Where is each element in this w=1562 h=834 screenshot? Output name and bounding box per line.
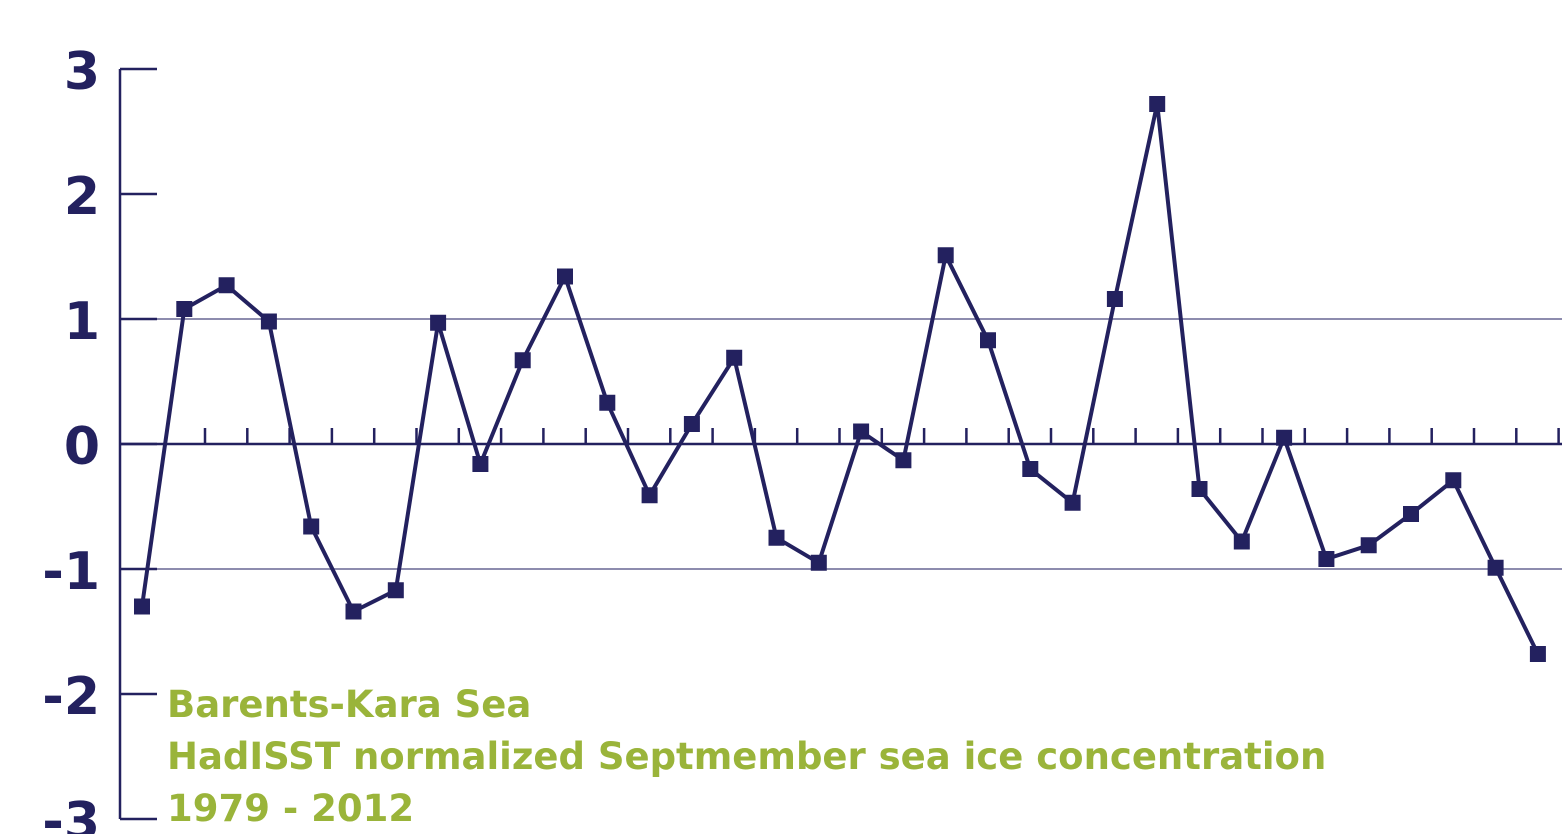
data-point-2007 [1318, 551, 1335, 567]
data-point-1996 [853, 423, 870, 440]
y-tick-label-4: -1 [42, 542, 100, 602]
y-tick-labels: 3 2 1 0 -1 -2 -3 [42, 42, 100, 834]
data-point-1990 [599, 394, 616, 411]
data-point-1981 [218, 277, 235, 294]
data-point-1994 [768, 529, 785, 546]
data-point-1980 [176, 301, 193, 317]
data-point-1997 [895, 452, 912, 469]
data-point-1985 [387, 582, 404, 599]
data-point-1984 [345, 603, 362, 620]
data-point-2000 [1022, 461, 1039, 477]
data-point-1987 [472, 456, 489, 472]
gridlines [120, 318, 1562, 570]
axes [118, 67, 1562, 821]
data-point-2008 [1360, 537, 1377, 554]
data-point-2004 [1191, 481, 1208, 497]
data-point-1982 [260, 313, 277, 330]
data-point-1991 [641, 487, 658, 504]
y-tick-label-3: 0 [64, 417, 100, 477]
y-tick-label-6: -3 [42, 792, 100, 834]
data-point-2002 [1106, 291, 1123, 307]
data-point-1989 [557, 268, 573, 285]
y-tick-label-1: 2 [64, 167, 100, 227]
data-point-1995 [810, 554, 827, 571]
data-point-2010 [1445, 472, 1462, 489]
data-point-2001 [1064, 494, 1081, 511]
data-point-2012 [1529, 646, 1546, 662]
y-tick-label-2: 1 [64, 292, 100, 352]
data-point-2006 [1276, 429, 1293, 446]
data-point-2009 [1403, 506, 1419, 522]
title-line-dataset: HadISST normalized Septmember sea ice co… [167, 735, 1326, 778]
data-point-1999 [980, 332, 996, 349]
data-point-1988 [514, 352, 531, 369]
data-point-2003 [1149, 96, 1166, 112]
data-point-1992 [683, 416, 700, 432]
data-point-1986 [430, 314, 447, 331]
data-point-1993 [726, 349, 743, 366]
data-point-2005 [1233, 533, 1250, 550]
data-point-1998 [937, 247, 954, 264]
title-line-period: 1979 - 2012 [167, 787, 414, 830]
chart-title: Barents-Kara Sea HadISST normalized Sept… [167, 683, 1326, 830]
y-tick-label-5: -2 [42, 667, 100, 727]
data-point-1979 [134, 598, 150, 615]
data-point-1983 [303, 518, 320, 535]
series-group [134, 96, 1546, 662]
y-tick-label-0: 3 [64, 42, 100, 102]
title-line-region: Barents-Kara Sea [167, 683, 531, 726]
series-line [140, 103, 1540, 655]
data-point-2011 [1487, 559, 1504, 576]
